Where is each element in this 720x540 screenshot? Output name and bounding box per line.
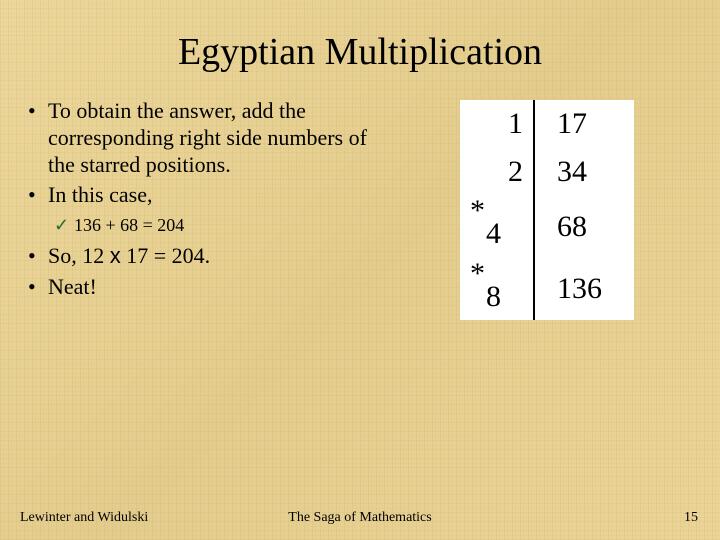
table-cell-right: 17 bbox=[534, 100, 634, 148]
sub-bullet-item: ✓ 136 + 68 = 204 bbox=[54, 215, 380, 237]
bullet-dot-icon: • bbox=[28, 274, 48, 301]
table-cell-left-starred: * 4 bbox=[460, 195, 534, 258]
table-row: * 4 68 bbox=[460, 195, 634, 258]
times-symbol: x bbox=[110, 243, 121, 268]
table-cell-left: 2 bbox=[460, 148, 534, 196]
bullet-text-part: So, 12 bbox=[48, 243, 110, 268]
multiplication-table: 1 17 2 34 * 4 68 * 8 bbox=[460, 100, 634, 320]
bullet-list: • To obtain the answer, add the correspo… bbox=[28, 98, 380, 320]
bullet-item: • So, 12 x 17 = 204. bbox=[28, 243, 380, 270]
check-icon: ✓ bbox=[54, 215, 74, 237]
table-cell-right: 136 bbox=[534, 258, 634, 321]
bullet-text: So, 12 x 17 = 204. bbox=[48, 243, 210, 270]
table-row: 2 34 bbox=[460, 148, 634, 196]
content-area: • To obtain the answer, add the correspo… bbox=[0, 74, 720, 320]
slide: Egyptian Multiplication • To obtain the … bbox=[0, 0, 720, 540]
bullet-text: To obtain the answer, add the correspond… bbox=[48, 98, 380, 178]
sub-bullet-text: 136 + 68 = 204 bbox=[74, 215, 184, 237]
bullet-dot-icon: • bbox=[28, 243, 48, 270]
footer-title: The Saga of Mathematics bbox=[0, 510, 720, 526]
bullet-item: • Neat! bbox=[28, 274, 380, 301]
star-marker: * bbox=[470, 203, 523, 218]
bullet-text: In this case, bbox=[48, 182, 152, 209]
bullet-dot-icon: • bbox=[28, 182, 48, 209]
slide-title: Egyptian Multiplication bbox=[0, 0, 720, 74]
bullet-dot-icon: • bbox=[28, 98, 48, 178]
table-cell-right: 68 bbox=[534, 195, 634, 258]
table-row: * 8 136 bbox=[460, 258, 634, 321]
bullet-text-part: 17 = 204. bbox=[121, 243, 210, 268]
table-area: 1 17 2 34 * 4 68 * 8 bbox=[380, 98, 692, 320]
table-row: 1 17 bbox=[460, 100, 634, 148]
table-cell-right: 34 bbox=[534, 148, 634, 196]
table-cell-left-starred: * 8 bbox=[460, 258, 534, 321]
bullet-text: Neat! bbox=[48, 274, 97, 301]
bullet-item: • To obtain the answer, add the correspo… bbox=[28, 98, 380, 178]
table-cell-left: 1 bbox=[460, 100, 534, 148]
star-marker: * bbox=[470, 266, 523, 281]
footer-page-number: 15 bbox=[684, 510, 698, 526]
bullet-item: • In this case, bbox=[28, 182, 380, 209]
